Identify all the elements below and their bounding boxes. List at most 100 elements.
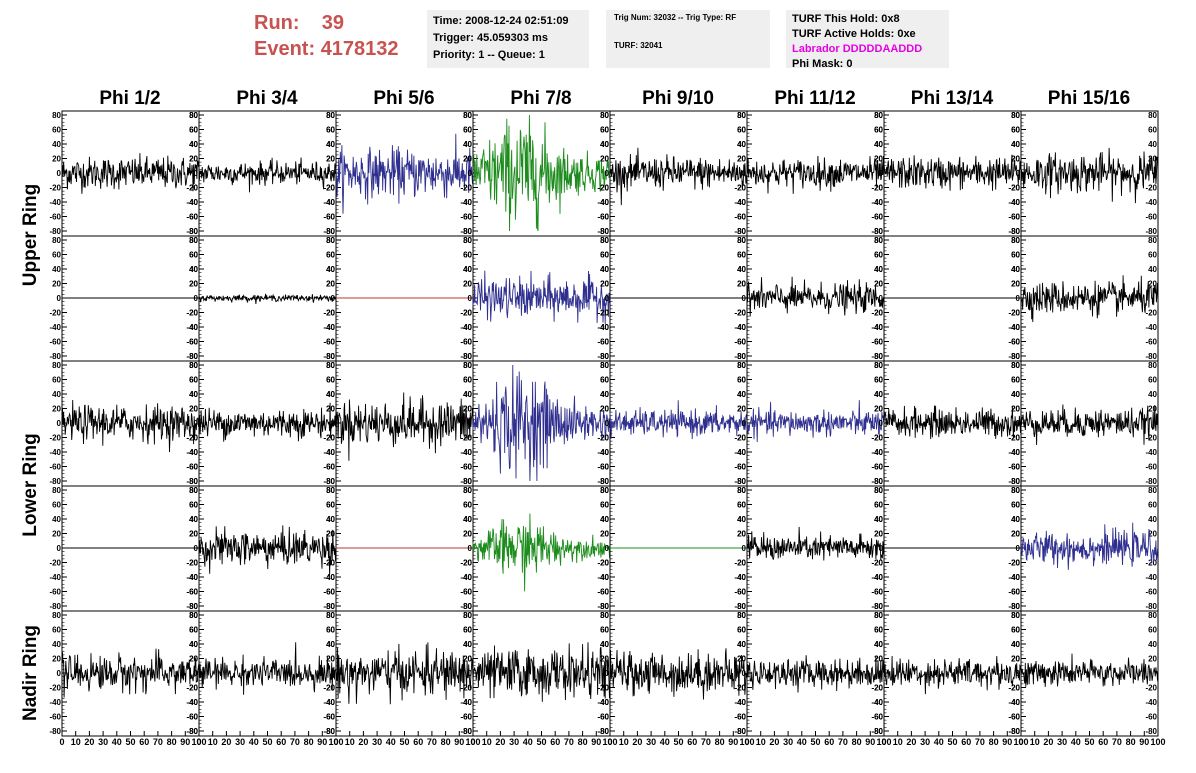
waveform-panel: -80 -60 -40 -20 0 20 40 60 80 -80 -60 -40 -20 20 40 60 8… [323,235,474,362]
y-tick-label: 60 [600,376,609,385]
y-tick-label-right: -40 [460,698,472,707]
column-title: Phi 7/8 [510,88,572,109]
y-tick-label: 40 [189,640,198,649]
waveform-panel: -80 -60 -40 -20 0 20 40 60 80 -80 -60 -40 -20 20 40 60 8… [49,485,200,612]
y-tick-label: -40 [597,323,609,332]
y-tick-label: 80 [874,111,883,120]
waveform-trace [61,648,200,698]
y-tick-label: -60 [734,713,746,722]
waveform-panel: -80 -60 -40 -20 0 20 40 60 80 -80 -60 -40 -20 20 40 60 8… [734,485,885,612]
column-title: Phi 3/4 [236,88,298,109]
y-tick-label: 0 [57,544,62,553]
y-tick-label: 0 [1016,419,1021,428]
x-tick-label: 80 [852,737,862,747]
y-tick-label-right: 80 [326,236,335,245]
y-tick-label-right: -80 [1145,477,1157,486]
y-tick-label: -40 [186,448,198,457]
y-tick-label: 60 [874,126,883,135]
y-tick-label: 60 [52,251,61,260]
y-tick-label: 40 [737,140,746,149]
y-tick-label: 0 [57,669,62,678]
x-tick-label: 40 [934,737,944,747]
y-tick-label-right: 20 [1011,280,1020,289]
y-tick-label: -40 [871,573,883,582]
y-tick-label: -80 [597,227,609,236]
waveform-trace [746,400,885,443]
y-tick-label-right: 80 [874,236,883,245]
y-tick-label-right: -20 [871,434,883,443]
y-tick-label: 40 [463,265,472,274]
y-tick-label-right: 20 [1148,530,1157,539]
y-tick-label: -60 [597,463,609,472]
y-tick-label-right: -20 [734,559,746,568]
y-tick-label: 60 [874,501,883,510]
y-tick-label-right: 40 [737,515,746,524]
y-tick-label-right: -20 [323,309,335,318]
y-tick-label-right: -80 [1008,227,1020,236]
y-tick-label-right: -60 [460,463,472,472]
y-tick-label-right: 60 [1011,251,1020,260]
waveform-trace [198,157,337,193]
x-tick-label: 90 [591,737,601,747]
y-tick-label: -20 [323,434,335,443]
y-tick-label: 0 [879,294,884,303]
x-tick-label: 50 [262,737,272,747]
y-tick-label: 60 [1011,251,1020,260]
x-tick-label: 0 [59,737,64,747]
y-tick-label: -20 [49,184,61,193]
y-tick-label: 20 [52,405,61,414]
waveform-trace [746,155,885,194]
y-tick-label: 0 [57,169,62,178]
y-tick-label-right: -40 [1008,698,1020,707]
waveform-trace [746,655,885,693]
y-tick-label-right: 80 [189,486,198,495]
y-tick-label: 20 [189,405,198,414]
waveform-panel: -80 -60 -40 -20 0 20 40 60 80 -80 -60 -40 -20 20 40 60 8… [1008,360,1159,487]
y-tick-label: -20 [49,309,61,318]
x-tick-label: 10 [345,737,355,747]
y-tick-label-right: 40 [189,265,198,274]
y-tick-label-right: 40 [463,390,472,399]
x-tick-label: 40 [797,737,807,747]
y-tick-label-right: -60 [597,588,609,597]
column-title: Phi 9/10 [642,88,714,109]
x-tick-label: 10 [1030,737,1040,747]
y-tick-label: 0 [468,294,473,303]
y-tick-label-right: -60 [1145,588,1157,597]
y-tick-label: -80 [323,727,335,736]
waveform-panel: -80 -60 -40 -20 0 20 40 60 80 -80 -60 -40 -20 20 40 60 8… [323,485,474,612]
y-tick-label-right: 80 [600,486,609,495]
y-tick-label: -80 [49,727,61,736]
y-tick-label-right: 60 [1148,251,1157,260]
y-tick-label-right: -40 [871,448,883,457]
y-tick-label: -80 [734,477,746,486]
y-tick-label: 20 [600,280,609,289]
y-tick-label: 40 [1011,265,1020,274]
y-tick-label: 60 [874,376,883,385]
y-tick-label: 80 [600,361,609,370]
x-tick-label: 10 [756,737,766,747]
y-tick-label-right: 20 [874,530,883,539]
y-tick-label-right: 40 [600,390,609,399]
waveform-trace [335,642,474,705]
y-tick-label: -40 [871,448,883,457]
x-tick-label: 10 [71,737,81,747]
x-tick-label: 100 [465,737,480,747]
y-tick-label-right: 60 [1011,626,1020,635]
y-tick-label-right: 20 [1011,155,1020,164]
x-tick-label: 30 [920,737,930,747]
y-tick-label-right: 40 [326,140,335,149]
y-tick-label-right: -40 [597,448,609,457]
y-tick-label: 20 [463,655,472,664]
y-tick-label-right: -40 [1145,448,1157,457]
y-tick-label: -80 [323,602,335,611]
y-tick-label-right: 60 [463,376,472,385]
y-tick-label: 60 [463,126,472,135]
y-tick-label-right: 20 [326,655,335,664]
x-tick-label: 60 [961,737,971,747]
y-tick-label-right: -60 [871,713,883,722]
y-tick-label: 20 [463,530,472,539]
y-tick-label-right: 40 [600,140,609,149]
y-tick-label: 20 [326,405,335,414]
y-tick-label: -80 [1008,352,1020,361]
